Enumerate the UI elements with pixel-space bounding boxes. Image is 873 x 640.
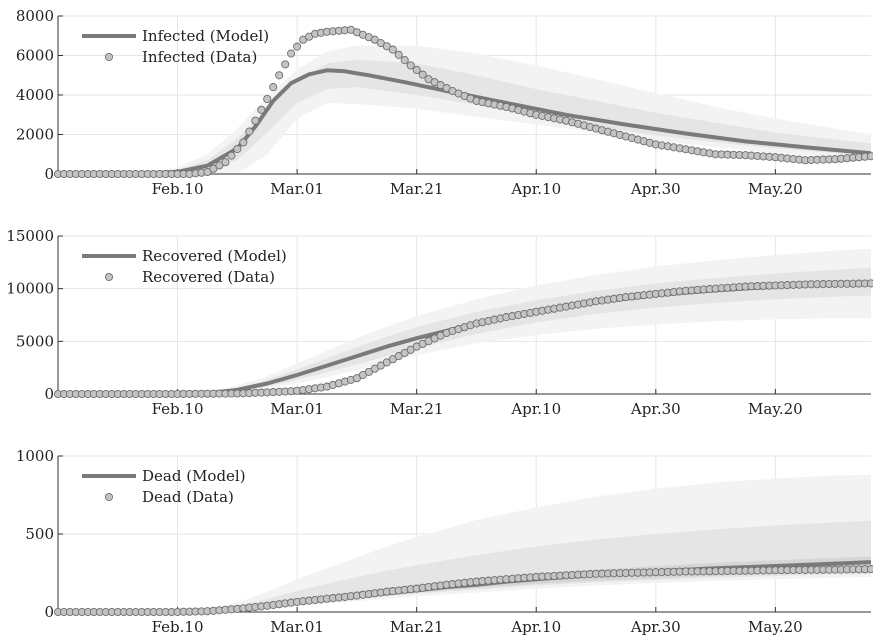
x-tick-label: Apr.30: [630, 618, 681, 636]
model-line: [57, 68, 872, 176]
legend-label-model: Dead (Model): [142, 467, 246, 485]
y-tick-label: 10000: [6, 280, 54, 298]
data-point: [866, 279, 873, 288]
x-tick-label: Mar.21: [390, 618, 444, 636]
y-tick-label: 15000: [6, 227, 54, 245]
y-tick-label: 2000: [16, 126, 54, 144]
legend-label-data: Dead (Data): [142, 488, 234, 506]
x-tick-label: Feb.10: [152, 400, 204, 418]
x-tick-label: May.20: [748, 180, 803, 198]
data-point: [227, 151, 236, 160]
legend-marker-swatch: [104, 272, 114, 282]
data-point: [412, 65, 421, 75]
data-point: [287, 49, 296, 58]
y-tick-label: 0: [44, 165, 54, 183]
legend-label-model: Recovered (Model): [142, 247, 287, 265]
y-tick-label: 0: [44, 603, 54, 621]
y-tick-label: 500: [25, 525, 54, 543]
data-point: [418, 70, 427, 79]
y-tick-label: 6000: [16, 47, 54, 65]
x-tick-label: Mar.01: [270, 180, 324, 198]
data-point: [239, 138, 248, 147]
data-point: [370, 35, 379, 44]
y-tick-label: 1000: [16, 447, 54, 465]
data-point: [221, 158, 230, 167]
data-point: [293, 42, 302, 51]
data-point: [866, 565, 873, 574]
x-tick-label: May.20: [748, 618, 803, 636]
legend-label-data: Recovered (Data): [142, 268, 275, 286]
data-point: [281, 60, 290, 69]
data-point: [269, 83, 278, 92]
x-tick-label: Mar.01: [270, 400, 324, 418]
x-tick-label: Feb.10: [152, 618, 204, 636]
data-point: [382, 42, 391, 51]
y-tick-label: 4000: [16, 86, 54, 104]
x-tick-label: Apr.10: [510, 618, 561, 636]
x-tick-label: May.20: [748, 400, 803, 418]
y-tick-label: 8000: [16, 7, 54, 25]
legend-label-data: Infected (Data): [142, 48, 257, 66]
legend-marker-swatch: [104, 52, 114, 62]
x-tick-label: Mar.01: [270, 618, 324, 636]
legend-marker-swatch: [104, 492, 114, 502]
uncertainty-band-1: [58, 45, 871, 174]
data-point: [376, 38, 385, 48]
data-point: [388, 45, 397, 54]
panel-3: 0 500 1000 Feb.10 Mar.01 Mar.21 Apr.10 Apr.30 Ma…: [16, 447, 873, 636]
y-tick-label: 5000: [16, 332, 54, 350]
data-point: [406, 61, 415, 70]
data-point: [203, 167, 212, 177]
data-point: [257, 105, 266, 114]
data-point: [275, 71, 284, 80]
y-tick-label: 0: [44, 385, 54, 403]
x-tick-label: Feb.10: [152, 180, 204, 198]
legend-label-model: Infected (Model): [142, 27, 269, 45]
panel-2: 0 5000 10000 15000 Feb.10 Mar.01 Mar.21 Apr.10 A…: [6, 227, 873, 418]
x-tick-label: Mar.21: [390, 400, 444, 418]
x-tick-label: Apr.30: [630, 400, 681, 418]
uncertainty-band-2: [58, 59, 871, 174]
data-point: [866, 152, 873, 161]
x-tick-label: Mar.21: [390, 180, 444, 198]
uncertainty-band-2: [58, 520, 871, 612]
data-point: [209, 164, 218, 173]
x-tick-label: Apr.30: [630, 180, 681, 198]
data-point: [400, 56, 409, 65]
data-point: [233, 144, 242, 154]
data-point: [251, 116, 260, 125]
data-point: [263, 94, 272, 104]
panel-1: 0 2000 4000 6000 8000 Feb.10 Mar.01 Mar.21 Apr.1…: [16, 7, 873, 198]
x-tick-label: Apr.10: [510, 180, 561, 198]
data-point: [394, 50, 403, 59]
x-tick-label: Apr.10: [510, 400, 561, 418]
data-point: [245, 127, 254, 136]
